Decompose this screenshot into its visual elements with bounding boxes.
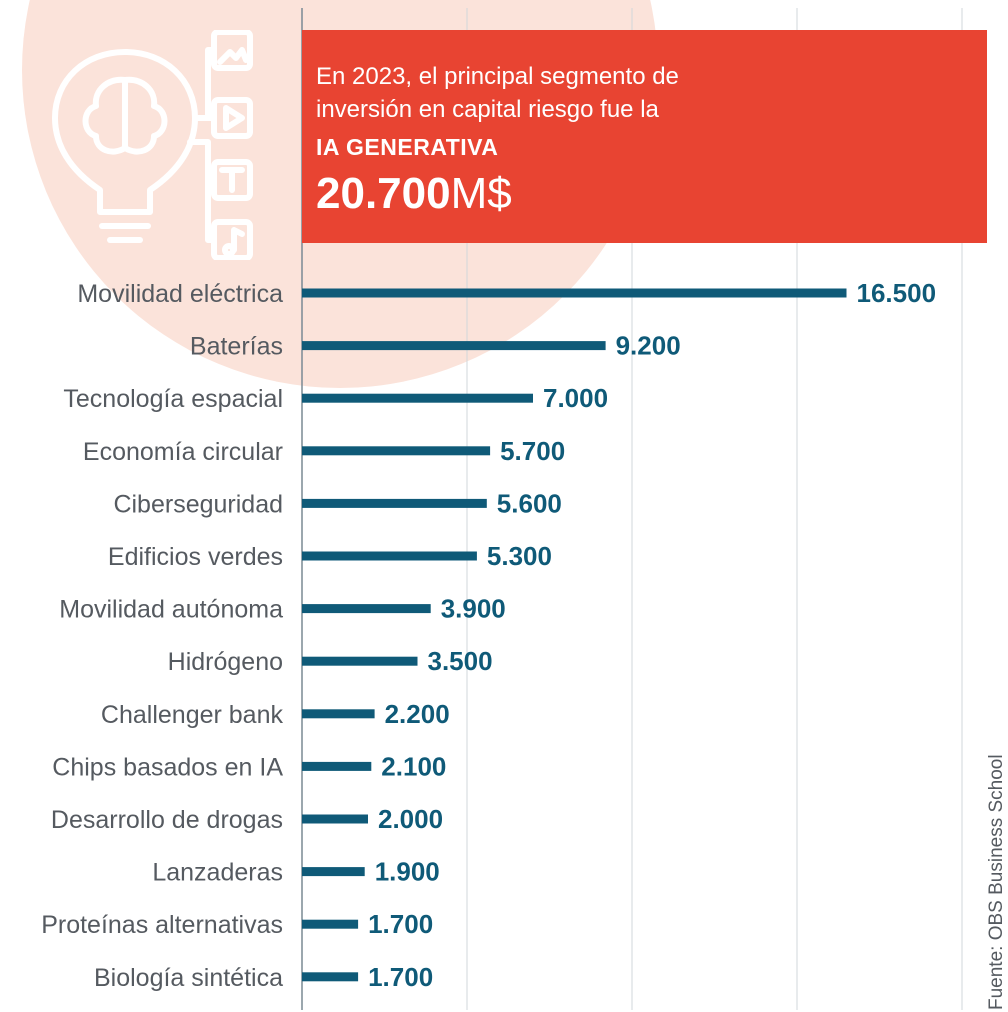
- bars: Movilidad eléctrica 16.500 Baterías 9.200 Te…: [41, 278, 936, 992]
- bar: [302, 341, 606, 351]
- value-label: 2.000: [378, 804, 443, 834]
- bar: [302, 919, 359, 929]
- bar: [302, 814, 368, 824]
- bar: [302, 761, 372, 771]
- bar: [302, 551, 477, 561]
- value-label: 2.200: [385, 699, 450, 729]
- category-label: Movilidad autónoma: [59, 596, 283, 624]
- bar: [302, 656, 418, 666]
- category-label: Ciberseguridad: [113, 490, 283, 518]
- value-label: 1.700: [368, 962, 433, 992]
- value-label: 3.500: [428, 646, 493, 676]
- bar: [302, 498, 487, 508]
- headline-unit: M$: [450, 169, 512, 218]
- bar: [302, 288, 847, 298]
- value-label: 2.100: [381, 751, 446, 781]
- category-label: Challenger bank: [101, 701, 284, 729]
- value-label: 7.000: [543, 383, 608, 413]
- category-label: Baterías: [190, 333, 283, 361]
- bar: [302, 709, 375, 719]
- lightbulb-brain-media-icon: [52, 30, 253, 260]
- value-label: 5.600: [497, 488, 562, 518]
- headline-text: En 2023, el principal segmento de invers…: [316, 63, 679, 123]
- value-label: 1.900: [375, 857, 440, 887]
- category-label: Economía circular: [83, 438, 283, 466]
- category-label: Edificios verdes: [108, 543, 283, 571]
- category-label: Movilidad eléctrica: [77, 280, 283, 308]
- headline-banner: En 2023, el principal segmento de invers…: [302, 30, 987, 243]
- bar: [302, 604, 431, 614]
- value-label: 3.900: [441, 594, 506, 624]
- headline-figure: 20.700M$: [316, 171, 973, 227]
- headline-highlight: IA GENERATIVA: [316, 134, 499, 160]
- category-label: Hidrógeno: [168, 648, 283, 676]
- value-label: 1.700: [368, 909, 433, 939]
- value-label: 5.700: [500, 436, 565, 466]
- grid-lines: [301, 8, 963, 1010]
- value-label: 16.500: [857, 278, 937, 308]
- value-label: 5.300: [487, 541, 552, 571]
- bar: [302, 393, 533, 403]
- category-label: Tecnología espacial: [63, 385, 283, 413]
- source-note: Fuente: OBS Business School: [986, 754, 1007, 1010]
- bar: [302, 446, 491, 456]
- value-label: 9.200: [616, 331, 681, 361]
- category-label: Proteínas alternativas: [41, 911, 283, 939]
- category-label: Chips basados en IA: [52, 753, 283, 781]
- category-label: Lanzaderas: [152, 859, 283, 887]
- bar: [302, 867, 365, 877]
- headline-value: 20.700: [316, 169, 451, 218]
- category-label: Biología sintética: [94, 964, 283, 992]
- category-label: Desarrollo de drogas: [51, 806, 283, 834]
- bar: [302, 972, 359, 982]
